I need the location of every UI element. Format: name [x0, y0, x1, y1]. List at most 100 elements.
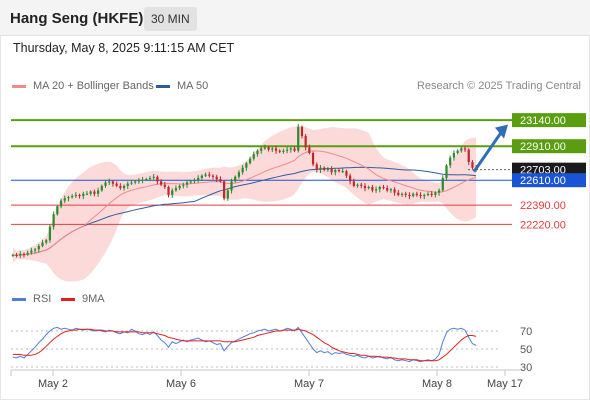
candle-body — [419, 194, 422, 197]
candle-body — [148, 177, 152, 180]
candle-body — [245, 163, 248, 168]
rsi-tick-label: 50 — [520, 344, 532, 356]
candle-body — [356, 184, 359, 186]
candle-body — [371, 187, 374, 191]
candle-body — [400, 193, 404, 195]
candle-body — [334, 170, 337, 173]
price-label-box — [512, 173, 586, 188]
candle-body — [185, 182, 189, 185]
bollinger-band — [12, 125, 477, 282]
candle-body — [326, 168, 330, 170]
candle-body — [415, 193, 418, 195]
candle-body — [460, 148, 463, 151]
candle-body — [260, 148, 263, 151]
candle-body — [130, 182, 133, 184]
candle-body — [449, 157, 452, 166]
candle-body — [304, 136, 307, 148]
candle-body — [89, 191, 92, 194]
candle-body — [63, 198, 66, 201]
candle-body — [452, 153, 456, 158]
candle-body — [52, 214, 55, 227]
candle-body — [363, 185, 367, 189]
candle-body — [26, 252, 29, 255]
candle-body — [200, 175, 203, 178]
candle-body — [397, 192, 400, 195]
candle-body — [67, 197, 70, 199]
candle-body — [193, 180, 196, 182]
candle-body — [189, 181, 192, 183]
x-tick-label: May 6 — [166, 378, 196, 390]
price-label: 22220.00 — [520, 219, 566, 231]
forecast-arrowhead — [495, 124, 508, 139]
candle-body — [437, 190, 441, 193]
candle-body — [426, 193, 430, 195]
candle-body — [33, 249, 37, 251]
instrument-title: Hang Seng (HKFE) — [10, 10, 144, 27]
candle-body — [15, 255, 18, 256]
candle-body — [323, 167, 326, 170]
credit-text: Research © 2025 Trading Central — [416, 80, 581, 92]
price-label-box — [512, 113, 586, 128]
candle-body — [100, 185, 103, 191]
rsi-tick-label: 70 — [520, 326, 532, 338]
candle-body — [104, 182, 107, 186]
candle-body — [263, 147, 266, 149]
legend-ma50-label: MA 50 — [177, 80, 209, 92]
candle-body — [286, 149, 289, 151]
candle-body — [408, 194, 411, 197]
candle-body — [393, 189, 396, 193]
candle-body — [352, 181, 355, 186]
candle-body — [74, 194, 77, 197]
candle-body — [82, 193, 85, 197]
ma20-line — [12, 150, 477, 256]
candle-body — [248, 158, 252, 164]
candle-body — [167, 187, 170, 195]
candle-body — [434, 192, 437, 195]
candle-body — [19, 253, 22, 256]
candle-body — [349, 175, 352, 182]
candle-body — [85, 193, 89, 195]
price-label: 22390.00 — [520, 200, 566, 212]
candle-body — [211, 175, 215, 177]
candle-body — [378, 187, 381, 190]
rsi-swatch — [12, 298, 26, 301]
candle-body — [389, 189, 393, 191]
candle-body — [71, 196, 74, 198]
candle-body — [119, 185, 122, 189]
candle-body — [274, 148, 278, 151]
candle-body — [171, 190, 174, 195]
candle-body — [111, 181, 115, 184]
candle-body — [308, 147, 311, 153]
ma20-swatch — [12, 85, 26, 88]
candle-body — [59, 200, 63, 207]
candle-body — [300, 126, 304, 136]
candle-body — [297, 126, 300, 151]
candle-body — [330, 168, 333, 173]
legend-9ma-label: 9MA — [82, 293, 105, 305]
candle-body — [137, 180, 140, 182]
candle-body — [345, 171, 348, 176]
candle-body — [208, 174, 211, 176]
x-tick-label: May 8 — [422, 378, 452, 390]
candle-body — [141, 179, 144, 181]
candle-body — [159, 181, 163, 185]
price-label-box — [512, 139, 586, 154]
candle-body — [78, 194, 81, 197]
candle-body — [412, 193, 415, 197]
rsi-line — [12, 326, 477, 363]
candle-body — [37, 245, 40, 250]
candle-body — [56, 206, 59, 215]
candle-body — [145, 179, 148, 181]
candle-body — [467, 149, 470, 163]
candle-body — [48, 226, 52, 241]
price-label: 22910.00 — [520, 141, 566, 153]
price-label: 22610.00 — [520, 175, 566, 187]
candle-body — [423, 194, 426, 197]
candle-body — [271, 148, 274, 150]
candle-body — [230, 181, 233, 191]
interval-badge[interactable]: 30 MIN — [144, 7, 197, 31]
candle-body — [252, 154, 255, 159]
candle-body — [445, 165, 448, 178]
candle-body — [22, 253, 26, 255]
